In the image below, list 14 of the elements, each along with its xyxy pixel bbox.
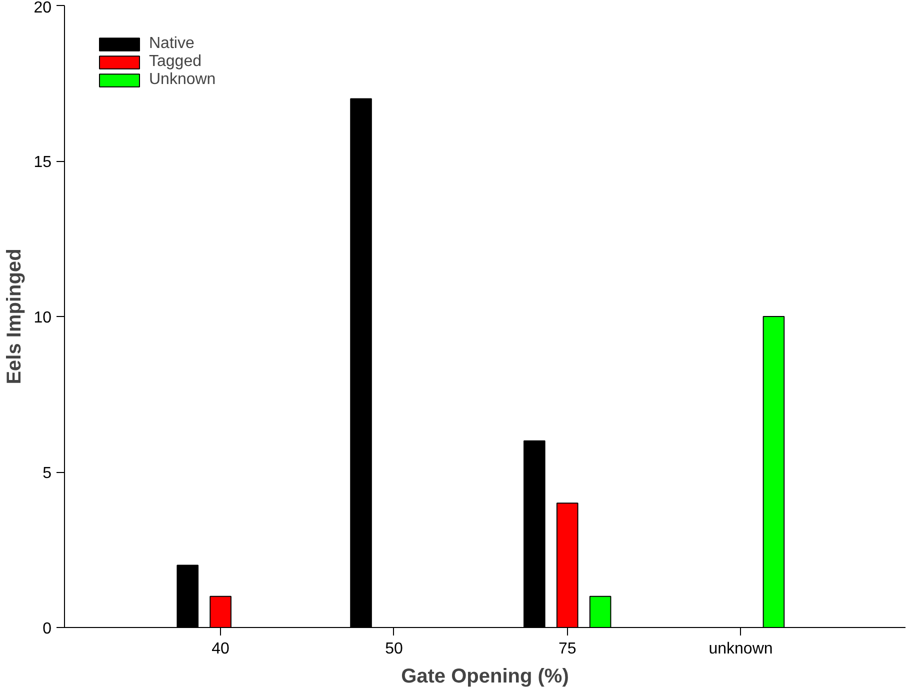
x-tick-label: 50 (385, 640, 403, 658)
y-tick-label: 10 (34, 310, 52, 326)
x-axis-title: Gate Opening (%) (401, 666, 569, 688)
x-tick-label: 75 (558, 640, 576, 658)
x-tick-label: 40 (212, 640, 230, 658)
legend-label: Tagged (149, 53, 202, 71)
y-tick-label: 5 (42, 465, 52, 482)
y-tick-label: 20 (34, 0, 52, 16)
y-axis-title: Eels Impinged (4, 248, 26, 384)
y-tick-label: 15 (34, 154, 52, 171)
y-tick-label: 0 (42, 620, 52, 638)
x-tick-label: unknown (708, 640, 773, 658)
legend-label: Native (149, 35, 194, 53)
legend-label: Unknown (149, 71, 216, 89)
